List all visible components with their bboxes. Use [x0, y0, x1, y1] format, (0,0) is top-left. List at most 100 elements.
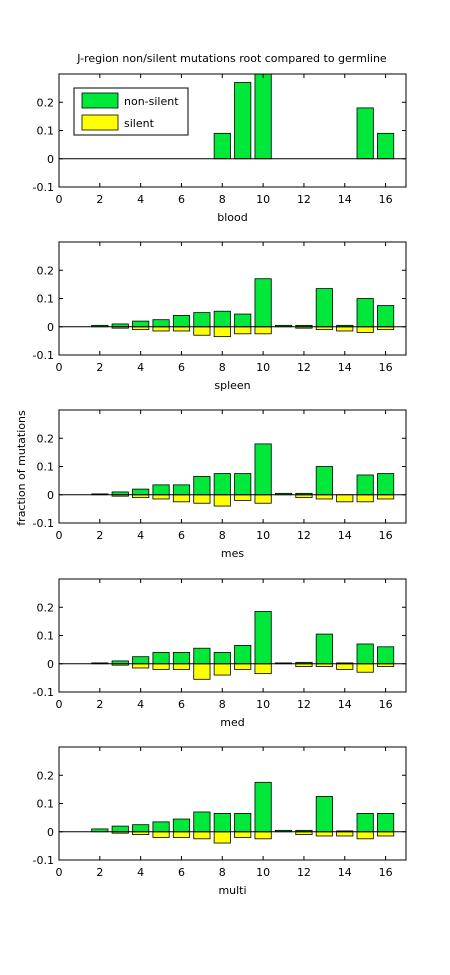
x-tick-label: 10 [256, 698, 270, 711]
x-tick-label: 2 [96, 698, 103, 711]
x-tick-label: 6 [178, 361, 185, 374]
x-tick-label: 6 [178, 698, 185, 711]
x-tick-label: 4 [137, 529, 144, 542]
legend: non-silent silent [73, 87, 189, 136]
x-tick-label: 14 [338, 866, 352, 879]
x-axis-label: blood [217, 211, 247, 224]
bar-nonsilent [213, 812, 231, 833]
bar-silent [234, 326, 252, 335]
bar-silent [213, 326, 231, 338]
x-tick-label: 12 [297, 529, 311, 542]
bars-spleen [91, 278, 395, 338]
bar-nonsilent [356, 298, 374, 328]
bar-silent [152, 831, 170, 838]
y-tick-label: 0 [47, 658, 54, 671]
bar-nonsilent [152, 821, 170, 833]
bar-nonsilent [377, 305, 395, 328]
x-tick-label: 0 [56, 529, 63, 542]
bar-silent [336, 831, 354, 837]
bar-silent [213, 831, 231, 844]
bar-nonsilent [315, 466, 333, 496]
y-tick-label: 0.2 [37, 432, 55, 445]
bar-silent [152, 494, 170, 500]
bar-silent [213, 494, 231, 507]
bar-nonsilent [234, 473, 252, 496]
x-tick-label: 0 [56, 193, 63, 206]
x-tick-label: 0 [56, 361, 63, 374]
legend-label-nonsilent: non-silent [124, 95, 179, 108]
bar-silent [254, 663, 272, 675]
x-tick-label: 10 [256, 529, 270, 542]
legend-label-silent: silent [124, 117, 155, 130]
bar-silent [315, 831, 333, 837]
bar-nonsilent [172, 315, 191, 328]
y-tick-label: 0.1 [37, 125, 55, 138]
y-tick-label: -0.1 [33, 349, 54, 362]
x-axis-label: spleen [214, 379, 250, 392]
x-tick-label: 0 [56, 698, 63, 711]
bar-silent [213, 663, 231, 676]
x-tick-label: 2 [96, 193, 103, 206]
bar-silent [234, 494, 252, 501]
legend-swatch-nonsilent [81, 92, 119, 109]
x-tick-label: 2 [96, 361, 103, 374]
bar-nonsilent [377, 812, 395, 833]
x-tick-label: 12 [297, 866, 311, 879]
plot-frame [58, 241, 407, 356]
bar-silent [356, 831, 374, 840]
bar-nonsilent [315, 633, 333, 665]
x-tick-label: 16 [379, 866, 393, 879]
bar-silent [193, 831, 211, 840]
bar-nonsilent [152, 484, 170, 496]
bar-nonsilent [377, 473, 395, 496]
x-tick-label: 16 [379, 529, 393, 542]
bar-silent [193, 494, 211, 504]
bar-nonsilent [213, 132, 231, 160]
x-tick-label: 8 [219, 698, 226, 711]
bar-silent [152, 663, 170, 670]
figure-title: J-region non/silent mutations root compa… [76, 52, 387, 65]
bar-silent [315, 494, 333, 500]
bar-silent [336, 326, 354, 332]
bar-nonsilent [356, 812, 374, 833]
bar-nonsilent [132, 488, 150, 496]
bar-silent [234, 663, 252, 670]
y-tick-label: 0.2 [37, 769, 55, 782]
y-tick-label: 0.1 [37, 461, 55, 474]
bar-nonsilent [172, 652, 191, 665]
x-tick-label: 14 [338, 698, 352, 711]
x-tick-label: 14 [338, 529, 352, 542]
bar-nonsilent [172, 818, 191, 833]
bar-nonsilent [152, 319, 170, 328]
bar-silent [234, 831, 252, 838]
y-tick-label: 0.2 [37, 96, 55, 109]
x-tick-label: 8 [219, 361, 226, 374]
x-tick-label: 16 [379, 361, 393, 374]
bars-med [91, 611, 395, 680]
bar-silent [356, 326, 374, 333]
bar-nonsilent [254, 781, 272, 833]
bar-nonsilent [254, 611, 272, 665]
bars-blood [213, 74, 395, 160]
x-tick-label: 2 [96, 529, 103, 542]
x-tick-label: 4 [137, 866, 144, 879]
x-tick-label: 8 [219, 529, 226, 542]
bar-silent [336, 494, 354, 503]
bar-nonsilent [213, 473, 231, 496]
bar-nonsilent [234, 313, 252, 328]
bar-nonsilent [132, 824, 150, 833]
bar-nonsilent [234, 812, 252, 833]
y-tick-label: -0.1 [33, 854, 54, 867]
x-tick-label: 8 [219, 193, 226, 206]
bar-silent [377, 831, 395, 837]
bar-nonsilent [315, 288, 333, 328]
bar-nonsilent [172, 484, 191, 496]
bar-nonsilent [193, 475, 211, 496]
y-tick-label: -0.1 [33, 686, 54, 699]
x-tick-label: 16 [379, 193, 393, 206]
bar-nonsilent [132, 320, 150, 328]
plot-frame [58, 578, 407, 693]
